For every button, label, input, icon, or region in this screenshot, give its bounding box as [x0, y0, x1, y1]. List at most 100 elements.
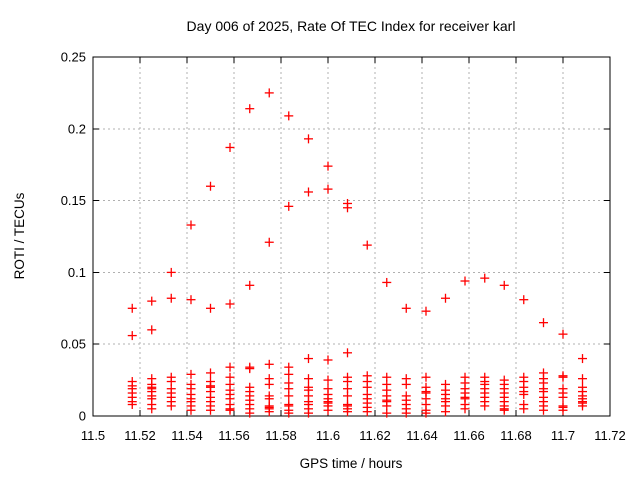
data-point-marker — [284, 201, 294, 211]
data-point-marker — [538, 318, 548, 328]
data-point-marker — [166, 267, 176, 277]
data-point-marker — [147, 404, 157, 414]
data-point-marker — [303, 408, 313, 418]
data-point-marker — [225, 362, 235, 372]
data-point-marker — [206, 181, 215, 191]
data-point-marker — [519, 404, 529, 414]
data-point-marker — [166, 401, 176, 411]
data-point-marker — [225, 142, 235, 152]
data-point-marker — [558, 392, 568, 402]
data-point-marker — [245, 280, 255, 290]
x-tick-label: 11.72 — [594, 428, 626, 443]
data-point-marker — [186, 295, 196, 305]
data-point-marker — [421, 372, 431, 382]
data-point-marker — [225, 299, 235, 309]
y-tick-label: 0.15 — [61, 193, 86, 208]
data-point-marker — [264, 237, 274, 247]
y-tick-label: 0 — [79, 409, 86, 424]
y-tick-label: 0.05 — [61, 337, 86, 352]
data-point-marker — [343, 203, 353, 213]
x-tick-label: 11.68 — [500, 428, 532, 443]
data-point-marker — [343, 391, 353, 401]
scatter-points — [127, 88, 588, 418]
data-point-marker — [225, 405, 235, 415]
axis-ticks — [92, 56, 611, 417]
data-point-marker — [421, 408, 431, 418]
data-point-marker — [264, 407, 274, 417]
data-point-marker — [245, 364, 255, 374]
data-point-marker — [343, 407, 353, 417]
y-tick-labels: 0 0.05 0.1 0.15 0.2 0.25 — [61, 50, 86, 424]
x-tick-label: 11.56 — [218, 428, 250, 443]
x-tick-label: 11.52 — [124, 428, 156, 443]
data-point-marker — [401, 408, 411, 418]
plot-border — [92, 56, 611, 417]
data-point-marker — [264, 88, 274, 98]
x-axis-label: GPS time / hours — [300, 456, 403, 471]
data-point-marker — [382, 277, 392, 287]
data-point-marker — [303, 354, 313, 364]
data-point-marker — [460, 404, 470, 414]
data-point-marker — [284, 369, 294, 379]
y-tick-label: 0.1 — [68, 265, 86, 280]
data-point-marker — [382, 408, 392, 418]
data-point-marker — [578, 374, 588, 384]
data-point-marker — [401, 379, 411, 389]
data-point-marker — [480, 401, 490, 411]
data-point-marker — [343, 348, 353, 358]
data-point-marker — [460, 276, 470, 286]
data-point-marker — [303, 134, 313, 144]
data-point-marker — [362, 407, 372, 417]
data-point-marker — [186, 369, 196, 379]
data-point-marker — [519, 295, 529, 305]
data-point-marker — [499, 280, 509, 290]
data-point-marker — [186, 220, 196, 230]
data-point-marker — [284, 111, 294, 121]
data-point-marker — [499, 405, 509, 415]
y-tick-label: 0.2 — [68, 121, 86, 136]
y-axis-label: ROTI / TECUs — [12, 192, 27, 279]
data-point-marker — [323, 184, 333, 194]
data-point-marker — [284, 408, 294, 418]
x-tick-label: 11.58 — [265, 428, 297, 443]
x-tick-label: 11.54 — [171, 428, 203, 443]
data-point-marker — [558, 405, 568, 415]
data-point-marker — [303, 187, 313, 197]
data-point-marker — [127, 303, 137, 313]
data-point-marker — [362, 240, 372, 250]
data-point-marker — [578, 401, 588, 411]
x-tick-label: 11.64 — [406, 428, 438, 443]
data-point-marker — [323, 161, 333, 171]
data-point-marker — [480, 273, 490, 283]
data-point-marker — [519, 389, 529, 399]
data-point-marker — [245, 408, 255, 418]
data-point-marker — [264, 379, 274, 389]
data-point-marker — [303, 374, 313, 384]
data-point-marker — [264, 359, 274, 369]
data-point-marker — [147, 296, 157, 306]
data-point-marker — [441, 293, 450, 303]
x-tick-labels: 11.5 11.52 11.54 11.56 11.58 11.6 11.62 11.64 11… — [81, 428, 626, 443]
data-point-marker — [127, 400, 137, 410]
data-point-marker — [206, 405, 215, 415]
data-point-marker — [441, 407, 450, 417]
x-tick-label: 11.62 — [359, 428, 391, 443]
data-point-marker — [558, 372, 568, 382]
gridlines — [93, 57, 610, 416]
data-point-marker — [206, 368, 215, 378]
x-tick-label: 11.7 — [551, 428, 575, 443]
data-point-marker — [206, 303, 215, 313]
data-point-marker — [401, 303, 411, 313]
y-tick-label: 0.25 — [61, 50, 86, 65]
data-point-marker — [186, 405, 196, 415]
data-point-marker — [558, 329, 568, 339]
data-point-marker — [166, 293, 176, 303]
x-tick-label: 11.66 — [453, 428, 485, 443]
data-point-marker — [421, 306, 431, 316]
data-point-marker — [323, 355, 333, 365]
x-tick-label: 11.5 — [81, 428, 105, 443]
x-tick-label: 11.6 — [316, 428, 340, 443]
